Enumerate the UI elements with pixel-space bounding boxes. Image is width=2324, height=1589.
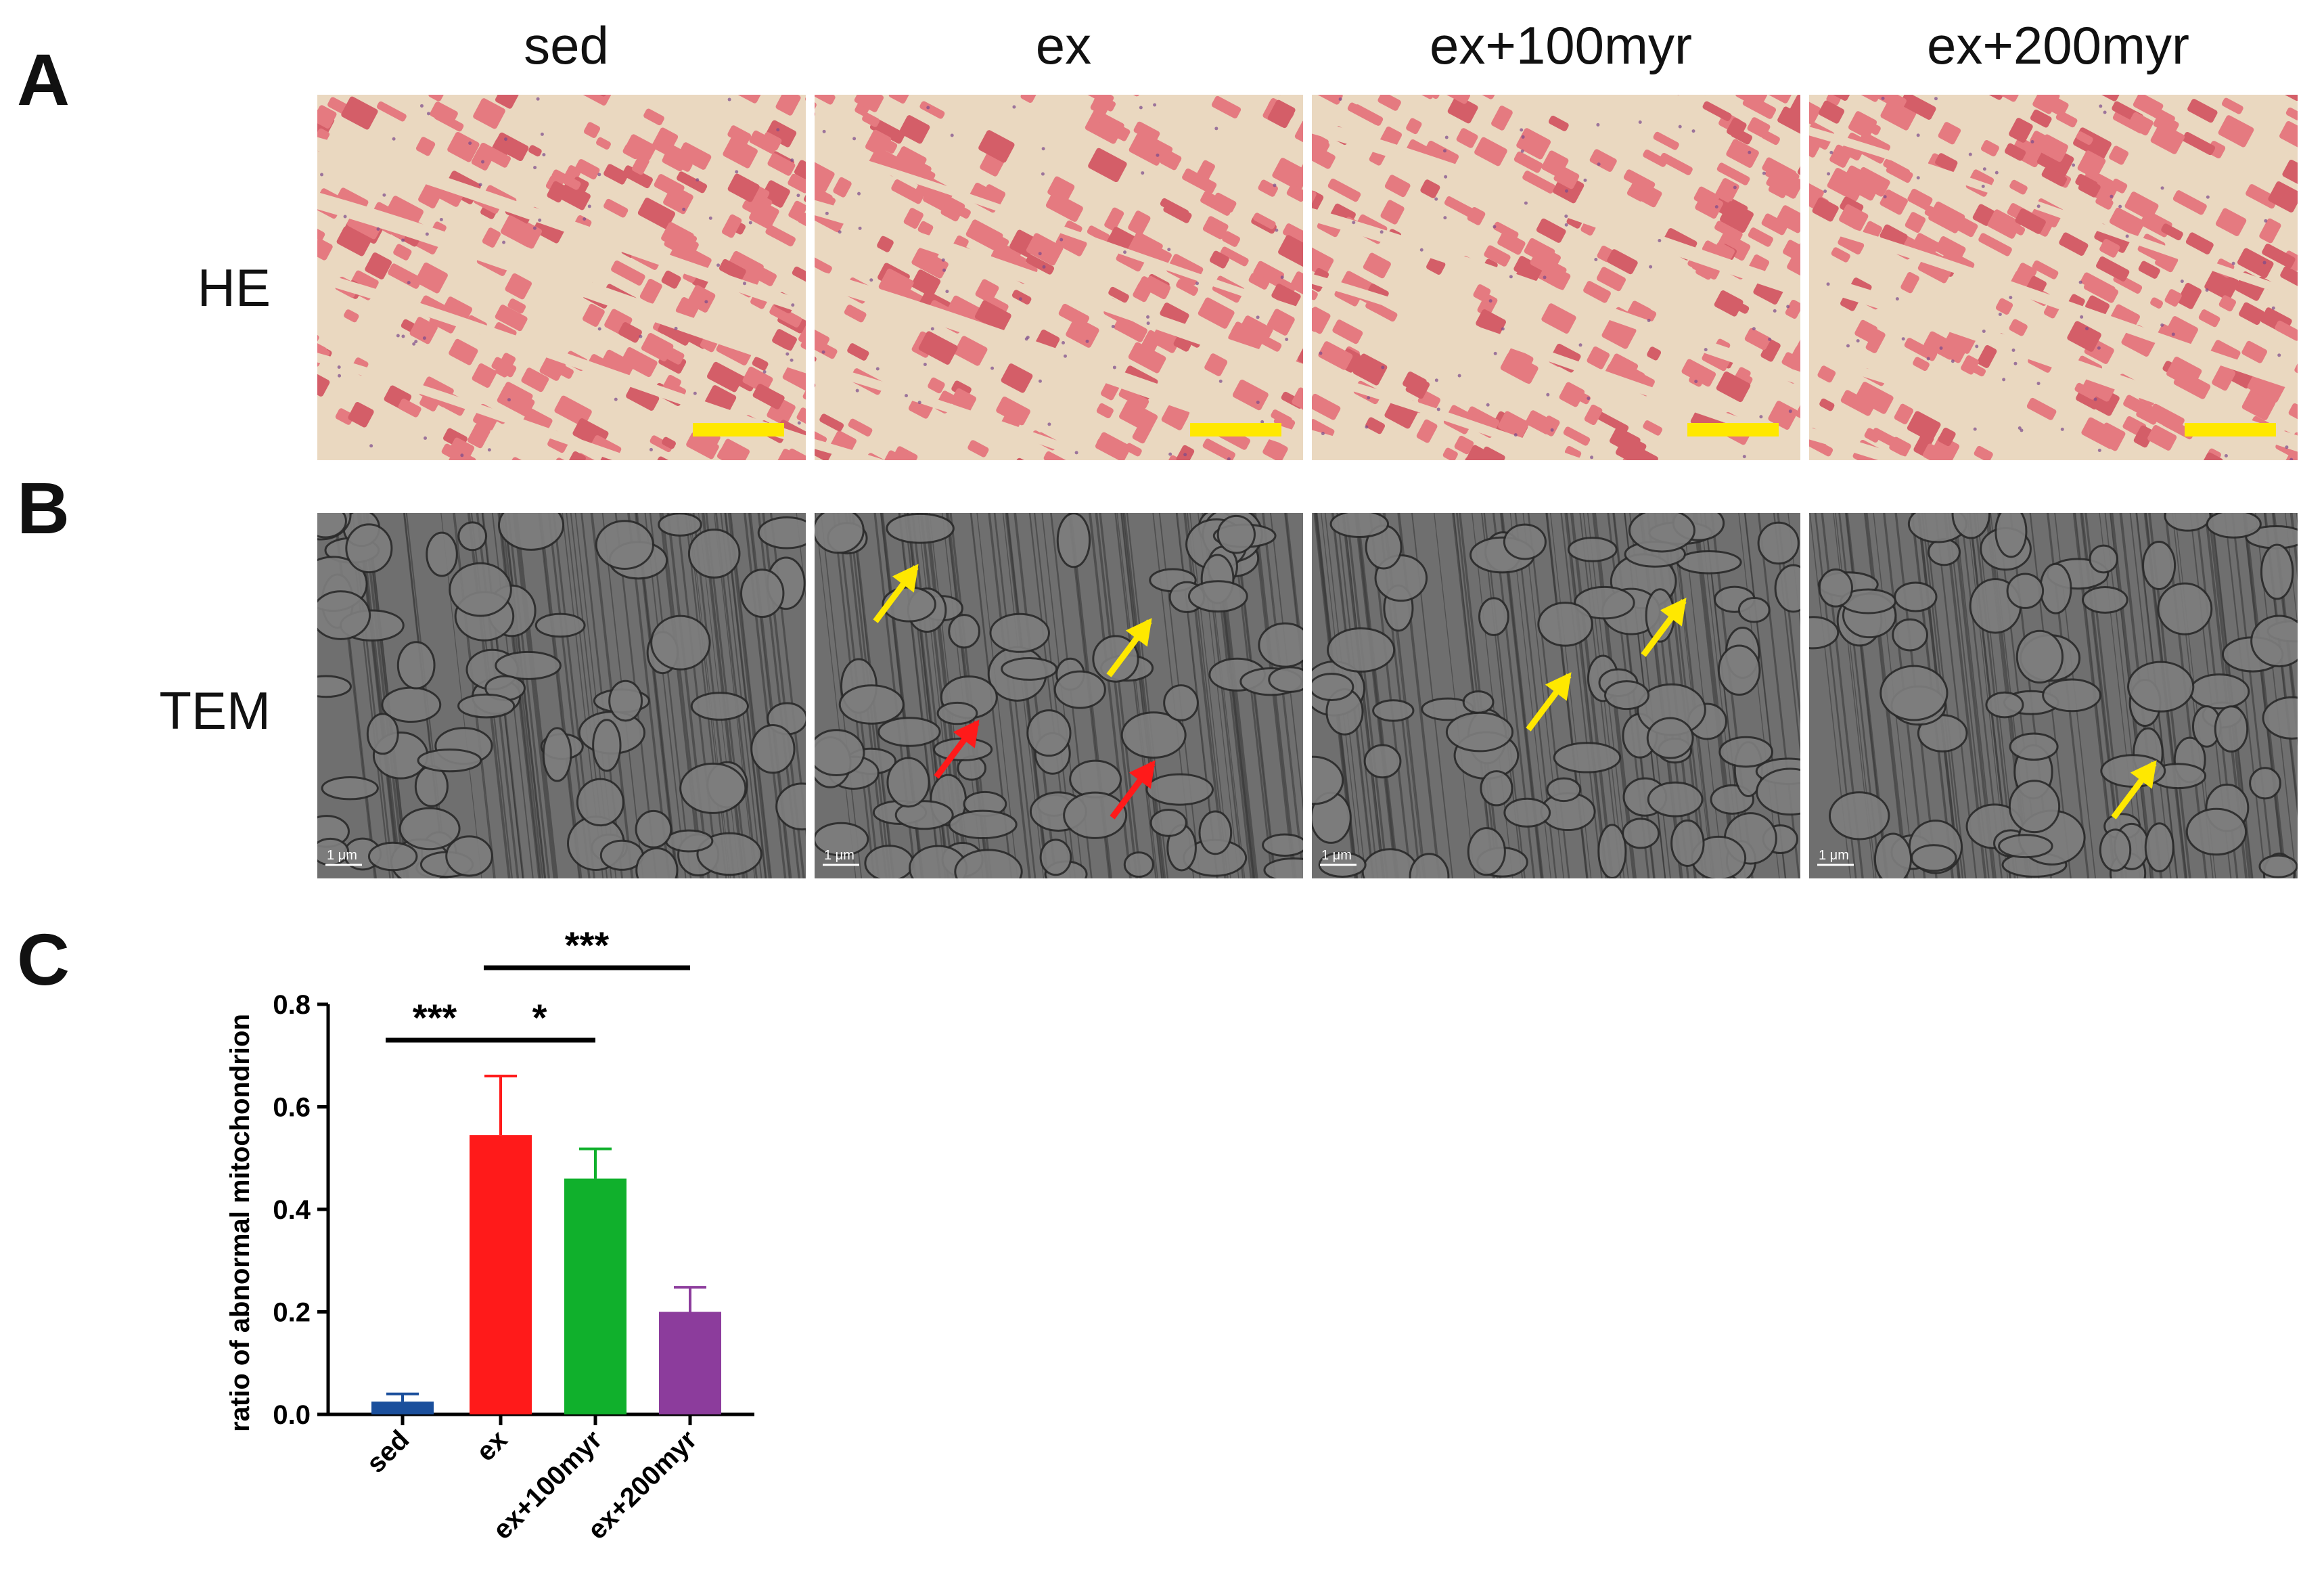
y-tick-label: 0.8 — [273, 990, 311, 1020]
he-scale-bar — [1687, 423, 1779, 437]
column-label-ex200: ex+200myr — [1926, 16, 2190, 75]
bar-ex+100myr — [564, 1178, 626, 1414]
tem-image-ex200myr: 1 μm — [1809, 513, 2298, 878]
yellow-arrow-head — [1545, 672, 1572, 701]
bar-ex — [470, 1135, 532, 1414]
significance-label: *** — [565, 924, 610, 966]
he-image-ex200myr — [1809, 95, 2298, 460]
row-label-he: HE — [197, 258, 271, 317]
y-tick-label: 0.2 — [273, 1298, 311, 1328]
x-tick-label: ex — [471, 1425, 514, 1467]
tem-image-sed: 1 μm — [317, 513, 806, 878]
he-scale-bar — [1190, 423, 1281, 437]
red-arrow-head — [953, 719, 980, 748]
he-image-ex — [815, 95, 1303, 460]
row-label-tem: TEM — [159, 681, 271, 740]
column-label-ex: ex — [1035, 16, 1092, 75]
yellow-arrow-head — [1660, 598, 1687, 627]
y-axis-label: ratio of abnormal mitochondrion — [225, 1014, 255, 1432]
tem-scale-label: 1 μm — [327, 848, 357, 863]
column-label-sed: sed — [524, 16, 609, 75]
panel-letter-c: C — [17, 918, 70, 1000]
bar-chart: 0.0 0.2 0.4 0.6 0.8 ratio of abnormal mitocho… — [225, 924, 754, 1545]
tem-scale-label: 1 μm — [824, 848, 855, 863]
tem-scale-label: 1 μm — [1819, 848, 1849, 863]
bar-sed — [371, 1402, 434, 1414]
bar-ex+200myr — [659, 1312, 721, 1414]
he-scale-bar — [693, 423, 784, 437]
yellow-arrow-head — [2130, 760, 2157, 789]
significance-label: * — [532, 996, 547, 1039]
yellow-arrow-head — [1125, 618, 1152, 647]
panel-letter-b: B — [17, 467, 70, 549]
yellow-arrow-head — [892, 564, 919, 593]
he-image-ex100myr — [1312, 95, 1800, 460]
column-label-ex100: ex+100myr — [1429, 16, 1693, 75]
tem-scale-label: 1 μm — [1321, 848, 1352, 863]
significance-label: *** — [413, 996, 457, 1039]
x-tick-label: sed — [361, 1425, 415, 1479]
panel-letter-a: A — [17, 39, 70, 120]
y-tick-label: 0.4 — [273, 1195, 311, 1225]
y-tick-label: 0.6 — [273, 1093, 311, 1123]
he-image-sed — [317, 95, 806, 460]
he-scale-bar — [2185, 423, 2276, 437]
y-tick-label: 0.0 — [273, 1400, 311, 1430]
tem-image-ex100myr: 1 μm — [1312, 513, 1800, 878]
red-arrow-head — [1129, 760, 1156, 789]
tem-image-ex: 1 μm — [815, 513, 1303, 878]
